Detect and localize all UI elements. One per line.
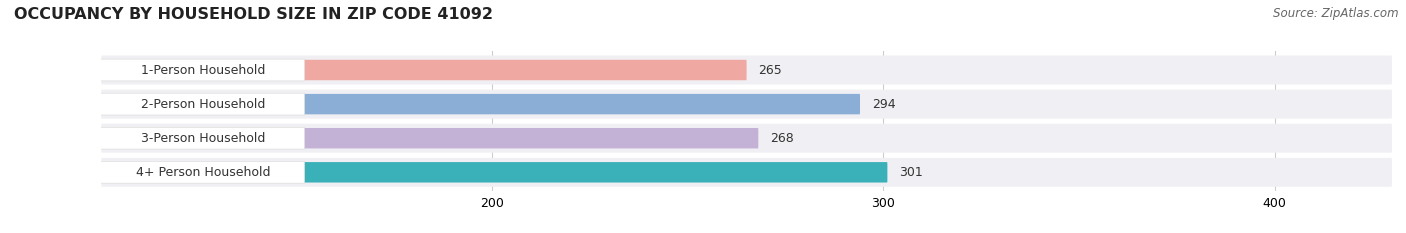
Text: 294: 294 bbox=[872, 98, 896, 111]
FancyBboxPatch shape bbox=[101, 55, 1392, 85]
FancyBboxPatch shape bbox=[101, 90, 1392, 119]
Text: OCCUPANCY BY HOUSEHOLD SIZE IN ZIP CODE 41092: OCCUPANCY BY HOUSEHOLD SIZE IN ZIP CODE … bbox=[14, 7, 494, 22]
Text: 2-Person Household: 2-Person Household bbox=[141, 98, 266, 111]
Text: 1-Person Household: 1-Person Household bbox=[141, 64, 266, 76]
FancyBboxPatch shape bbox=[101, 162, 887, 182]
FancyBboxPatch shape bbox=[93, 161, 305, 183]
Text: 301: 301 bbox=[898, 166, 922, 179]
Text: Source: ZipAtlas.com: Source: ZipAtlas.com bbox=[1274, 7, 1399, 20]
Text: 3-Person Household: 3-Person Household bbox=[141, 132, 266, 145]
Text: 265: 265 bbox=[758, 64, 782, 76]
FancyBboxPatch shape bbox=[93, 59, 305, 81]
FancyBboxPatch shape bbox=[101, 94, 860, 114]
Text: 4+ Person Household: 4+ Person Household bbox=[135, 166, 270, 179]
FancyBboxPatch shape bbox=[101, 124, 1392, 153]
Text: 268: 268 bbox=[770, 132, 794, 145]
FancyBboxPatch shape bbox=[93, 93, 305, 115]
FancyBboxPatch shape bbox=[93, 127, 305, 149]
FancyBboxPatch shape bbox=[101, 60, 747, 80]
FancyBboxPatch shape bbox=[101, 158, 1392, 187]
FancyBboxPatch shape bbox=[101, 128, 758, 148]
